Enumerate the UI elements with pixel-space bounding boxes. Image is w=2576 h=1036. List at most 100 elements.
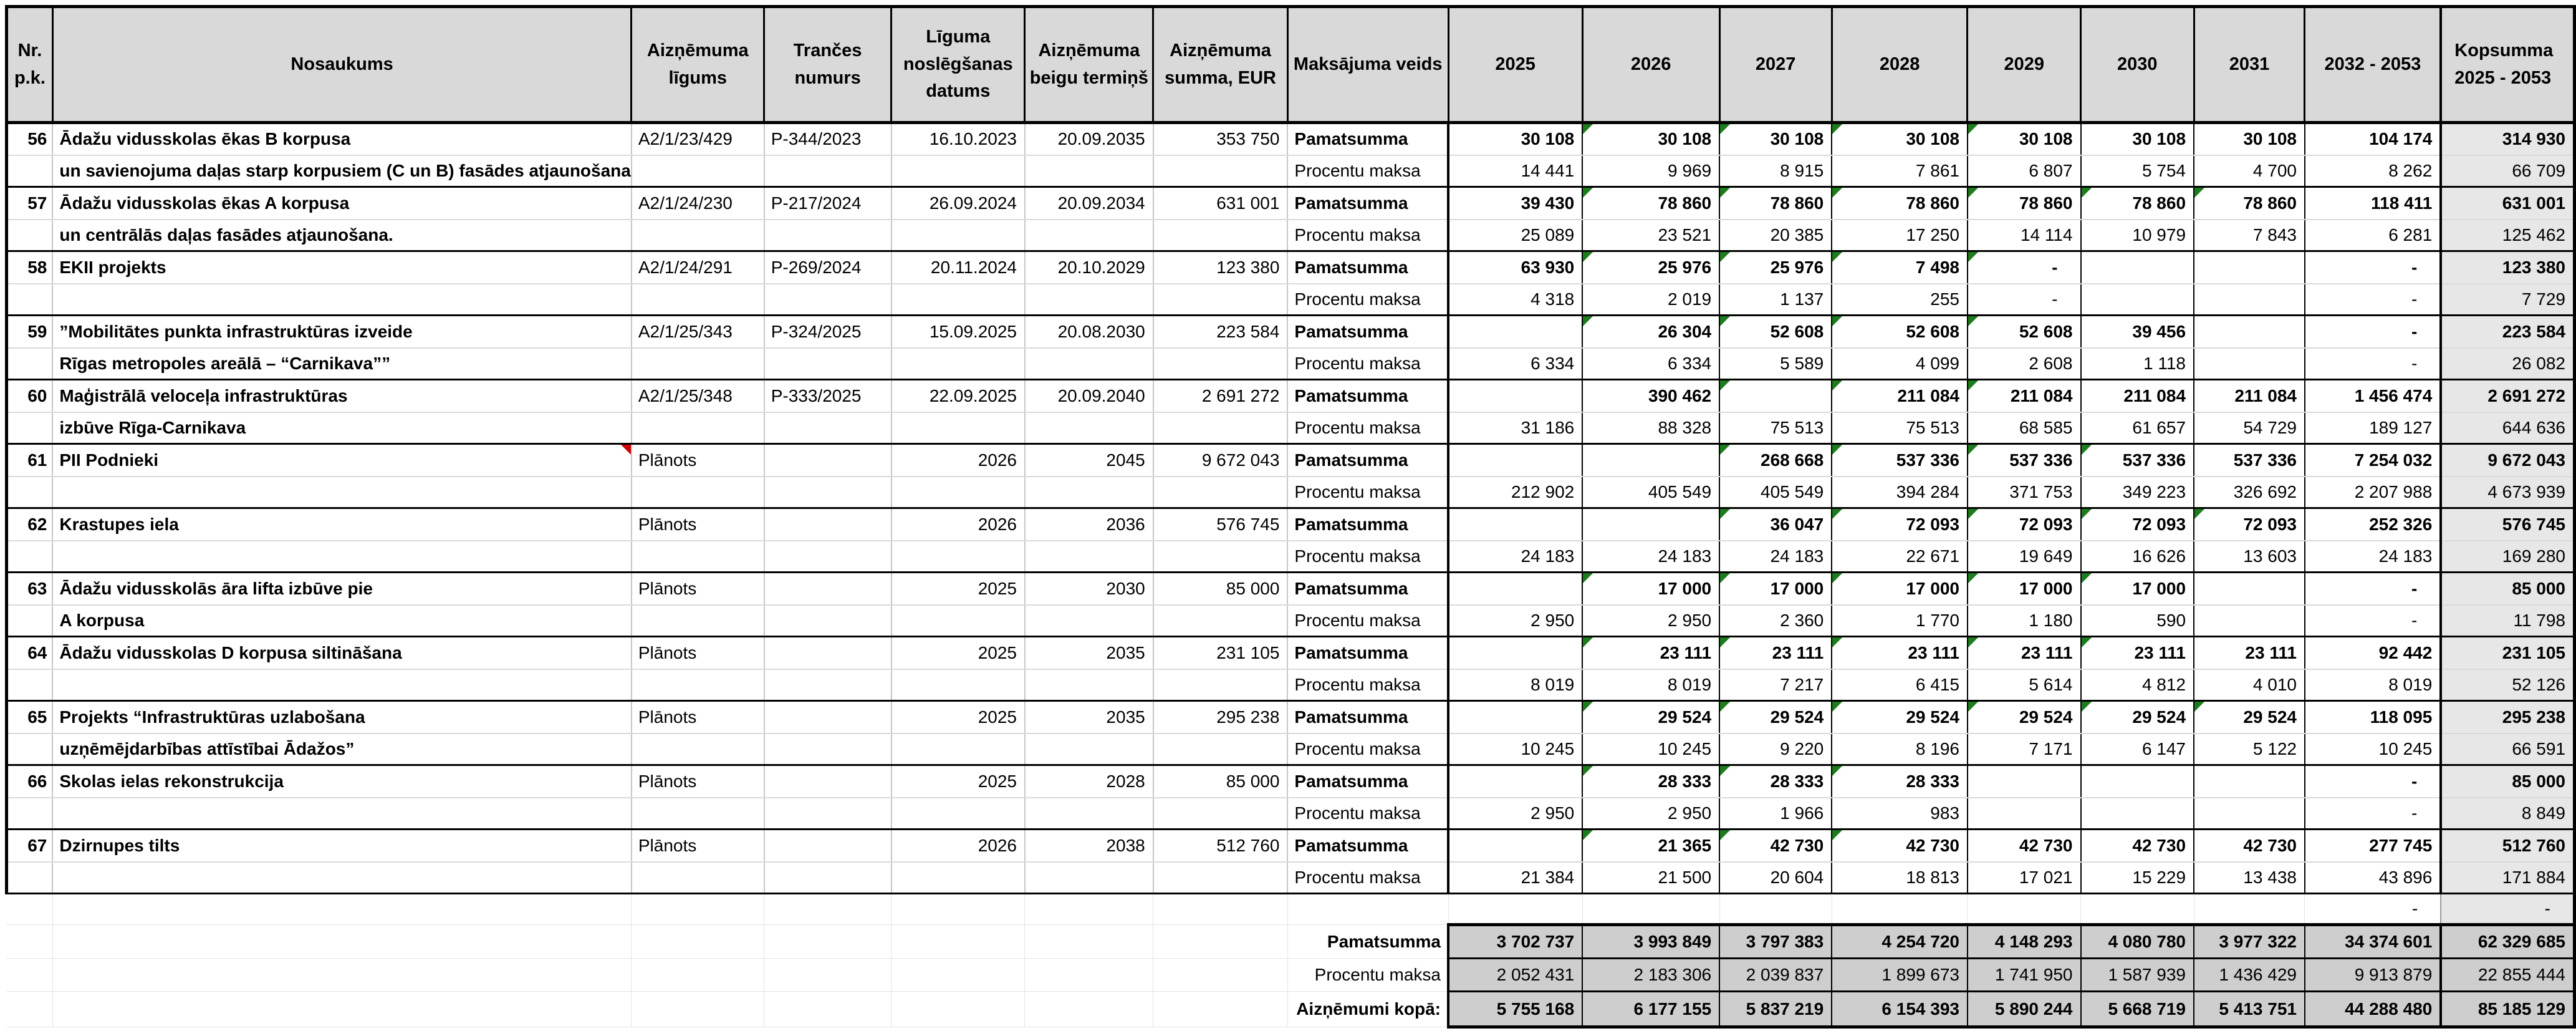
cell-pamatsumma-2028[interactable]: 211 084 bbox=[1832, 379, 1968, 413]
loan-amount-cell[interactable] bbox=[1153, 669, 1289, 702]
cell-pamatsumma-2028[interactable]: 537 336 bbox=[1832, 443, 1968, 477]
cell-pamatsumma-kopsumma[interactable]: 85 000 bbox=[2439, 764, 2576, 798]
cell-procentu-kopsumma[interactable]: 169 280 bbox=[2439, 540, 2576, 573]
cell-pamatsumma-2025[interactable]: 30 108 bbox=[1448, 122, 1584, 156]
empty-cell[interactable] bbox=[891, 893, 1026, 925]
cell-pamatsumma-2025[interactable] bbox=[1448, 379, 1584, 413]
cell-pamatsumma-kopsumma[interactable]: 231 105 bbox=[2439, 636, 2576, 670]
cell-pamatsumma-2028[interactable]: 17 000 bbox=[1832, 571, 1968, 606]
payment-type-label[interactable]: Pamatsumma bbox=[1287, 250, 1449, 284]
tranche-cell[interactable] bbox=[764, 797, 892, 830]
totals-2030-cell[interactable]: 4 080 780 bbox=[2080, 923, 2195, 959]
cell-pamatsumma-kopsumma[interactable]: 85 000 bbox=[2439, 571, 2576, 606]
cell-pamatsumma-2031[interactable] bbox=[2194, 314, 2305, 349]
loan-nr-cell[interactable] bbox=[5, 347, 54, 380]
cell-procentu-kopsumma[interactable]: 171 884 bbox=[2439, 861, 2576, 894]
cell-pamatsumma-2025[interactable] bbox=[1448, 443, 1584, 477]
cell-procentu-kopsumma[interactable]: 66 591 bbox=[2439, 733, 2576, 766]
loan-nr-cell[interactable]: 62 bbox=[5, 507, 54, 541]
cell-procentu-2032-2053[interactable]: - bbox=[2304, 347, 2442, 380]
cell-pamatsumma-2031[interactable]: 29 524 bbox=[2194, 700, 2305, 734]
totals-2029-cell[interactable]: 4 148 293 bbox=[1966, 923, 2082, 959]
cell-procentu-2029[interactable]: 6 807 bbox=[1967, 155, 2082, 188]
signed-date-cell[interactable]: 2025 bbox=[891, 700, 1026, 734]
loan-nr-cell[interactable]: 65 bbox=[5, 700, 54, 734]
tranche-cell[interactable] bbox=[764, 283, 892, 316]
payment-type-label[interactable]: Procentu maksa bbox=[1287, 669, 1449, 702]
dash-2032-2053-cell[interactable]: - bbox=[2304, 893, 2441, 925]
contract-cell[interactable]: Plānots bbox=[631, 700, 765, 734]
empty-cell[interactable] bbox=[1024, 958, 1154, 992]
cell-procentu-2029[interactable]: 19 649 bbox=[1967, 540, 2082, 573]
cell-procentu-2031[interactable] bbox=[2194, 604, 2305, 637]
cell-procentu-2026[interactable]: 9 969 bbox=[1582, 155, 1721, 188]
cell-pamatsumma-2027[interactable] bbox=[1719, 379, 1833, 413]
loan-nr-cell[interactable] bbox=[5, 797, 54, 830]
empty-cell[interactable] bbox=[1153, 924, 1288, 959]
totals-2027-cell[interactable]: 2 039 837 bbox=[1719, 957, 1833, 992]
contract-cell[interactable]: A2/1/24/230 bbox=[631, 186, 765, 220]
end-date-cell[interactable]: 20.09.2035 bbox=[1024, 122, 1154, 156]
contract-cell[interactable] bbox=[631, 476, 765, 509]
cell-pamatsumma-2029[interactable]: 211 084 bbox=[1967, 379, 2082, 413]
cell-pamatsumma-2026[interactable]: 26 304 bbox=[1582, 314, 1721, 349]
contract-cell[interactable] bbox=[631, 733, 765, 766]
header-2030[interactable]: 2030 bbox=[2080, 5, 2195, 124]
cell-pamatsumma-2028[interactable]: 28 333 bbox=[1832, 764, 1968, 798]
cell-pamatsumma-2027[interactable]: 268 668 bbox=[1719, 443, 1833, 477]
tranche-cell[interactable] bbox=[764, 700, 892, 734]
cell-pamatsumma-2028[interactable]: 72 093 bbox=[1832, 507, 1968, 541]
totals-2026-cell[interactable]: 2 183 306 bbox=[1582, 957, 1721, 992]
cell-pamatsumma-2028[interactable]: 52 608 bbox=[1832, 314, 1968, 349]
empty-cell[interactable] bbox=[2194, 893, 2305, 925]
cell-pamatsumma-2027[interactable]: 29 524 bbox=[1719, 700, 1833, 734]
cell-pamatsumma-2027[interactable]: 30 108 bbox=[1719, 122, 1833, 156]
cell-pamatsumma-kopsumma[interactable]: 314 930 bbox=[2439, 122, 2576, 156]
tranche-cell[interactable] bbox=[764, 155, 892, 188]
cell-pamatsumma-2029[interactable]: 52 608 bbox=[1967, 314, 2082, 349]
cell-procentu-2029[interactable]: 371 753 bbox=[1967, 476, 2082, 509]
cell-pamatsumma-2027[interactable]: 25 976 bbox=[1719, 250, 1833, 284]
cell-pamatsumma-2027[interactable]: 78 860 bbox=[1719, 186, 1833, 220]
cell-procentu-2031[interactable] bbox=[2194, 283, 2305, 316]
empty-cell[interactable] bbox=[52, 893, 632, 925]
signed-date-cell[interactable] bbox=[891, 283, 1026, 316]
contract-cell[interactable] bbox=[631, 540, 765, 573]
cell-pamatsumma-2030[interactable]: 72 093 bbox=[2080, 507, 2195, 541]
cell-procentu-2031[interactable]: 5 122 bbox=[2194, 733, 2305, 766]
cell-pamatsumma-2030[interactable]: 537 336 bbox=[2080, 443, 2195, 477]
header-2029[interactable]: 2029 bbox=[1966, 5, 2082, 124]
payment-type-label[interactable]: Procentu maksa bbox=[1287, 347, 1449, 380]
empty-cell[interactable] bbox=[1832, 893, 1968, 925]
signed-date-cell[interactable]: 2025 bbox=[891, 636, 1026, 670]
cell-pamatsumma-kopsumma[interactable]: 295 238 bbox=[2439, 700, 2576, 734]
payment-type-label[interactable]: Pamatsumma bbox=[1287, 314, 1449, 349]
cell-procentu-kopsumma[interactable]: 125 462 bbox=[2439, 219, 2576, 252]
cell-procentu-2031[interactable] bbox=[2194, 797, 2305, 830]
cell-procentu-2028[interactable]: 1 770 bbox=[1832, 604, 1968, 637]
cell-pamatsumma-2031[interactable] bbox=[2194, 764, 2305, 798]
cell-procentu-2032-2053[interactable]: 8 262 bbox=[2304, 155, 2442, 188]
loan-name-cell[interactable]: Krastupes iela bbox=[52, 507, 632, 541]
contract-cell[interactable] bbox=[631, 412, 765, 445]
contract-cell[interactable] bbox=[631, 861, 765, 894]
cell-pamatsumma-2026[interactable] bbox=[1582, 507, 1721, 541]
end-date-cell[interactable] bbox=[1024, 219, 1154, 252]
header-2026[interactable]: 2026 bbox=[1581, 5, 1721, 124]
loan-amount-cell[interactable] bbox=[1153, 861, 1289, 894]
cell-procentu-kopsumma[interactable]: 7 729 bbox=[2439, 283, 2576, 316]
signed-date-cell[interactable] bbox=[891, 540, 1026, 573]
cell-pamatsumma-2032-2053[interactable]: 118 411 bbox=[2304, 186, 2442, 220]
signed-date-cell[interactable]: 2025 bbox=[891, 764, 1026, 798]
cell-procentu-2026[interactable]: 2 950 bbox=[1582, 797, 1721, 830]
signed-date-cell[interactable]: 2026 bbox=[891, 828, 1026, 863]
totals-2031-cell[interactable]: 5 413 751 bbox=[2193, 990, 2305, 1029]
cell-procentu-2027[interactable]: 1 966 bbox=[1719, 797, 1833, 830]
empty-cell[interactable] bbox=[631, 893, 765, 925]
empty-cell[interactable] bbox=[6, 958, 53, 992]
empty-cell[interactable] bbox=[1153, 893, 1288, 925]
totals-2030-cell[interactable]: 1 587 939 bbox=[2080, 957, 2195, 992]
end-date-cell[interactable] bbox=[1024, 797, 1154, 830]
cell-pamatsumma-2029[interactable] bbox=[1967, 764, 2082, 798]
cell-pamatsumma-2030[interactable]: 42 730 bbox=[2080, 828, 2195, 863]
